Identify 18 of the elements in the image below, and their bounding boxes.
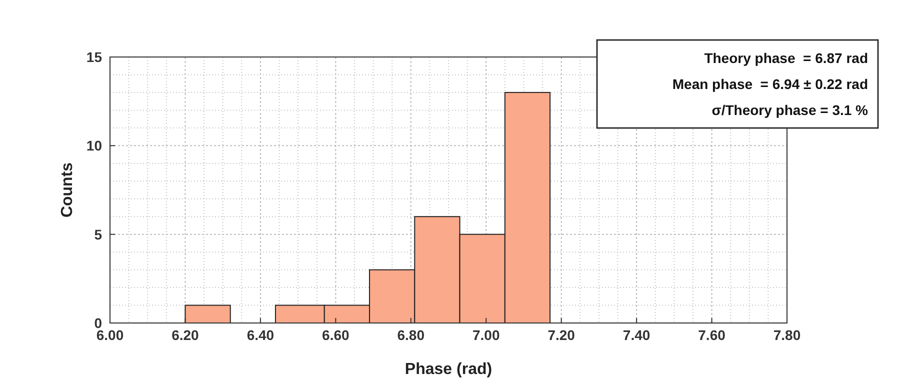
x-tick-label: 6.60 <box>322 327 350 343</box>
annotation: Mean phase = 6.94 ± 0.22 rad <box>672 76 868 92</box>
y-tick-label: 15 <box>86 49 102 65</box>
y-axis-title: Counts <box>59 162 76 218</box>
x-axis-title: Phase (rad) <box>404 361 492 378</box>
x-tick-label: 7.00 <box>472 327 500 343</box>
x-tick-label: 7.40 <box>622 327 650 343</box>
text-box: Theory phase = 6.87 rad Mean phase = 6.94 ± 0.22 rad σ/Theory phase = 3.1 % <box>596 39 879 129</box>
x-tick-label: 7.20 <box>548 327 576 343</box>
x-tick-label: 6.20 <box>172 327 200 343</box>
x-tick-label: 7.60 <box>698 327 726 343</box>
annotation: σ/Theory phase = 3.1 % <box>712 102 869 118</box>
x-tick-label: 7.80 <box>773 327 801 343</box>
annotation: Theory phase = 6.87 rad <box>704 50 868 66</box>
x-tick-label: 6.80 <box>397 327 425 343</box>
y-tick-label: 10 <box>86 138 102 154</box>
x-tick-label: 6.40 <box>246 327 274 343</box>
y-tick-label: 5 <box>94 226 102 242</box>
